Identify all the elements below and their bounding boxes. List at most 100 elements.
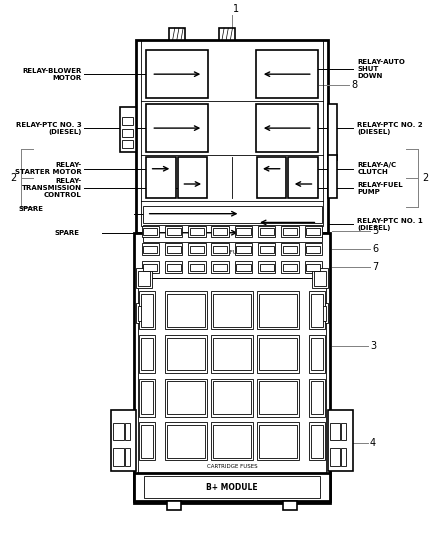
Bar [256,50,318,98]
Bar [170,28,185,40]
Bar [188,225,206,237]
Bar [143,228,158,235]
Text: 5: 5 [372,226,378,236]
Bar [211,422,253,460]
Bar [113,423,124,440]
Bar [211,378,253,417]
Bar [235,225,252,237]
Text: 2: 2 [10,173,17,183]
Bar [167,381,205,414]
Bar [212,244,229,255]
Bar [256,104,318,152]
Bar [146,104,208,152]
Bar [141,337,152,370]
Bar [235,244,252,255]
Bar [166,264,181,271]
Bar [166,246,181,253]
Bar [213,228,227,235]
Bar [213,425,251,457]
Bar [146,157,176,198]
Bar [136,268,152,288]
Bar [120,107,136,152]
Bar [328,155,337,198]
Bar [219,28,235,40]
Text: RELAY-AUTO
SHUT
DOWN: RELAY-AUTO SHUT DOWN [357,59,405,79]
Bar [213,264,227,271]
Bar [257,378,299,417]
Bar [283,246,297,253]
Text: 6: 6 [372,244,378,254]
Bar [259,337,297,370]
Bar [142,225,321,243]
Bar [213,246,227,253]
Bar [237,246,251,253]
Bar [309,335,325,373]
Bar [328,410,353,471]
Text: RELAY-PTC NO. 2
(DIESEL): RELAY-PTC NO. 2 (DIESEL) [357,122,423,135]
Bar [212,262,229,273]
Bar [311,337,323,370]
Bar [188,262,206,273]
Bar [139,422,155,460]
Bar [142,244,159,255]
Bar [306,264,320,271]
Bar [309,291,325,329]
Bar [304,244,322,255]
Text: RELAY-PTC NO. 3
(DIESEL): RELAY-PTC NO. 3 (DIESEL) [16,122,81,135]
Text: 7: 7 [372,262,378,272]
Bar [138,278,326,473]
Bar [190,246,204,253]
Text: RELAY-BLOWER
MOTOR: RELAY-BLOWER MOTOR [22,68,81,80]
Bar [111,410,136,471]
Bar [143,264,158,271]
Text: 4: 4 [370,439,376,448]
Bar [167,337,205,370]
Bar [190,228,204,235]
Bar [312,268,328,288]
Bar [260,246,274,253]
Bar [283,264,297,271]
Text: B+ MODULE: B+ MODULE [206,483,258,491]
Text: CARTRIDGE FUSES: CARTRIDGE FUSES [207,464,258,469]
Bar [122,117,133,125]
Bar [259,294,297,327]
Bar [257,157,286,198]
Bar [281,244,299,255]
Text: MINI FUSES: MINI FUSES [216,250,247,255]
Bar [113,448,124,465]
Bar [314,271,326,286]
Bar [165,335,207,373]
Text: 2: 2 [423,173,429,183]
Bar [136,303,152,323]
Text: RELAY-
STARTER MOTOR: RELAY- STARTER MOTOR [15,162,81,175]
Bar [258,262,276,273]
Bar [281,225,299,237]
Bar [311,425,323,457]
Bar [258,225,276,237]
Bar [144,476,320,498]
Bar [309,422,325,460]
Bar [311,381,323,414]
Bar [260,264,274,271]
Bar [341,448,346,465]
Bar [166,228,181,235]
Bar [167,501,180,511]
Bar [141,425,152,457]
Bar [122,140,133,148]
Bar [141,294,152,327]
Bar [178,157,207,198]
Bar [304,262,322,273]
Bar [143,246,158,253]
Bar [257,291,299,329]
Bar [314,306,326,321]
Text: RELAY-A/C
CLUTCH: RELAY-A/C CLUTCH [357,162,397,175]
Bar [142,206,321,223]
Bar [235,262,252,273]
Bar [306,228,320,235]
Bar [281,262,299,273]
Bar [260,228,274,235]
Bar [259,381,297,414]
Bar [257,335,299,373]
Bar [213,381,251,414]
Bar [283,501,297,511]
